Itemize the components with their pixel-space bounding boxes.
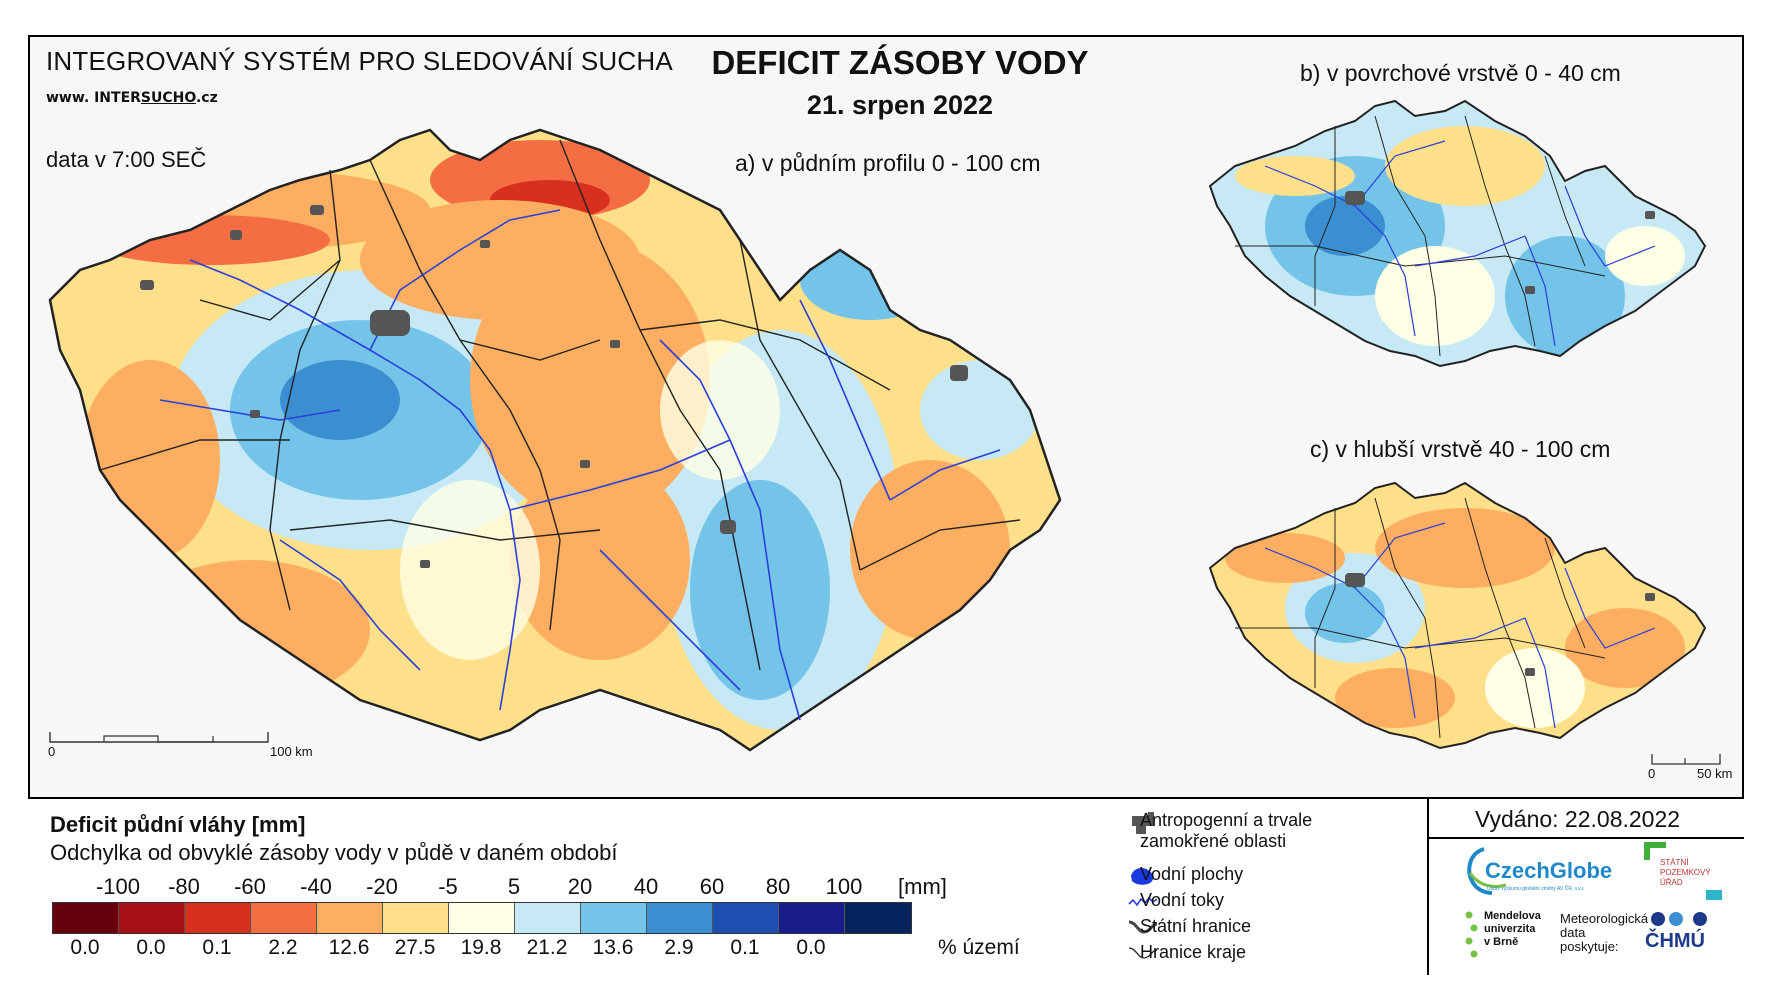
map-c-title: c) v hlubší vrstvě 40 - 100 cm — [1310, 436, 1611, 462]
legend-swatch — [845, 903, 911, 933]
legend-break-label: -60 — [234, 874, 266, 899]
chmu-text2: data — [1560, 925, 1586, 940]
legend-pct-value: 0.0 — [136, 936, 166, 959]
legend-pct-value: 19.8 — [460, 936, 502, 959]
legend-pct-value: 27.5 — [394, 936, 436, 959]
symbol-region-border-label: Hranice kraje — [1140, 942, 1247, 962]
map-a-title: a) v půdním profilu 0 - 100 cm — [735, 150, 1041, 176]
chmu-provider-text: Meteorologická data poskytuje: — [1560, 912, 1648, 954]
legend-swatch — [251, 903, 317, 933]
legend-unit: [mm] — [898, 874, 947, 899]
legend-pct-value: 2.9 — [664, 936, 694, 959]
map-a — [48, 128, 1062, 752]
system-title: INTEGROVANÝ SYSTÉM PRO SLEDOVÁNÍ SUCHA — [46, 46, 673, 76]
main-title: DEFICIT ZÁSOBY VODY — [711, 44, 1089, 81]
state-border-icon — [1128, 920, 1158, 934]
scale-small-zero: 0 — [1648, 766, 1656, 781]
legend-swatch — [317, 903, 383, 933]
website-highlight: SUCHO — [140, 90, 196, 106]
legend-swatch — [581, 903, 647, 933]
legend-break-label: -20 — [366, 874, 398, 899]
legend-swatch — [647, 903, 713, 933]
legend-break-label: 5 — [507, 874, 521, 899]
spu-logo-text: STÁTNÍ POZEMKOVÝ ÚŘAD — [1660, 858, 1711, 888]
mendel-logo-dots — [1465, 911, 1478, 958]
legend-band — [28, 797, 1744, 977]
legend-pct-label: % území — [938, 936, 1020, 959]
region-border-icon — [1128, 947, 1158, 959]
spu-line1: STÁTNÍ — [1660, 858, 1689, 867]
czechglobe-name: CzechGlobe — [1485, 858, 1613, 883]
legend-pct-value: 12.6 — [328, 936, 370, 959]
website-link[interactable]: www. INTERSUCHO.cz — [46, 90, 218, 106]
legend-break-label: -5 — [438, 874, 458, 899]
scale-small-end: 50 km — [1697, 766, 1733, 781]
legend-swatch — [713, 903, 779, 933]
legend-pct-value: 0.1 — [202, 936, 232, 959]
legend-swatch — [449, 903, 515, 933]
spu-line3: ÚŘAD — [1660, 878, 1683, 887]
website-prefix: www. INTER — [46, 90, 141, 106]
water-body-icon — [1131, 868, 1154, 885]
legend-pct-value: 2.2 — [268, 936, 298, 959]
mendel-line3: v Brně — [1484, 936, 1519, 948]
legend-pct-value: 21.2 — [526, 936, 568, 959]
legend-break-label: 40 — [633, 874, 659, 899]
legend-break-label: 100 — [825, 874, 863, 899]
mendel-logo-text: Mendelova univerzita v Brně — [1484, 910, 1541, 949]
legend-pct-value: 13.6 — [592, 936, 634, 959]
legend-color-bar — [52, 902, 912, 934]
legend-swatch — [119, 903, 185, 933]
chmu-text3: poskytuje: — [1560, 939, 1619, 954]
legend-subtitle: Odchylka od obvyklé zásoby vody v půdě v… — [50, 840, 618, 865]
spu-line2: POZEMKOVÝ — [1660, 868, 1711, 877]
legend-swatch — [515, 903, 581, 933]
legend-break-label: -80 — [168, 874, 200, 899]
map-c — [1208, 481, 1707, 750]
symbol-urban-label: Antropogenní a trvale zamokřené oblasti — [1140, 810, 1313, 851]
chmu-logo-mark — [1651, 912, 1707, 926]
data-time: data v 7:00 SEČ — [46, 147, 207, 172]
footer-divider-horizontal — [1427, 837, 1744, 839]
symbol-water-label: Vodní plochy — [1140, 864, 1244, 884]
map-b-title: b) v povrchové vrstvě 0 - 40 cm — [1300, 60, 1621, 86]
legend-break-labels: -100 -80 -60 -40 -20 -5 5 20 40 60 80 100 — [52, 874, 932, 900]
scale-bar-small — [1651, 754, 1721, 765]
czechglobe-sub: Ústav výzkumu globální změny AV ČR, v.v.… — [1487, 886, 1585, 892]
legend-break-label: 80 — [765, 874, 791, 899]
main-date: 21. srpen 2022 — [806, 90, 994, 120]
legend-break-label: -40 — [300, 874, 332, 899]
legend-swatch — [383, 903, 449, 933]
urban-area-icon — [1132, 812, 1154, 834]
legend-pct-value: 0.0 — [70, 936, 100, 959]
chmu-text1: Meteorologická — [1560, 911, 1649, 926]
legend-title: Deficit půdní vláhy [mm] — [50, 812, 306, 837]
legend-break-label: 60 — [699, 874, 725, 899]
symbol-river-label: Vodní toky — [1140, 890, 1225, 910]
chmu-logo-name: ČHMÚ — [1645, 930, 1705, 952]
legend-swatch — [779, 903, 845, 933]
scale-main-end: 100 km — [270, 744, 313, 759]
legend-percentages: 0.0 0.0 0.1 2.2 12.6 27.5 19.8 21.2 13.6 2.9 0.1 0.… — [52, 936, 932, 962]
symbol-state-border-label: Státní hranice — [1140, 916, 1252, 936]
legend-swatch — [185, 903, 251, 933]
legend-pct-value: 0.0 — [796, 936, 826, 959]
legend-pct-value: 0.1 — [730, 936, 760, 959]
mendel-line1: Mendelova — [1484, 910, 1541, 922]
legend-swatch — [53, 903, 119, 933]
issued-date: Vydáno: 22.08.2022 — [1475, 806, 1681, 832]
river-icon — [1128, 896, 1158, 907]
footer-divider-vertical — [1427, 797, 1429, 975]
legend-break-label: -100 — [95, 874, 141, 899]
spu-logo-mark — [1644, 842, 1666, 860]
spu-logo-bar — [1706, 890, 1722, 900]
scale-bar-main — [49, 732, 269, 743]
map-b — [1208, 99, 1707, 368]
legend-break-label: 20 — [567, 874, 593, 899]
czechglobe-logo — [1467, 847, 1507, 895]
website-suffix: .cz — [195, 90, 218, 106]
mendel-line2: univerzita — [1484, 923, 1536, 935]
scale-main-zero: 0 — [48, 744, 56, 759]
